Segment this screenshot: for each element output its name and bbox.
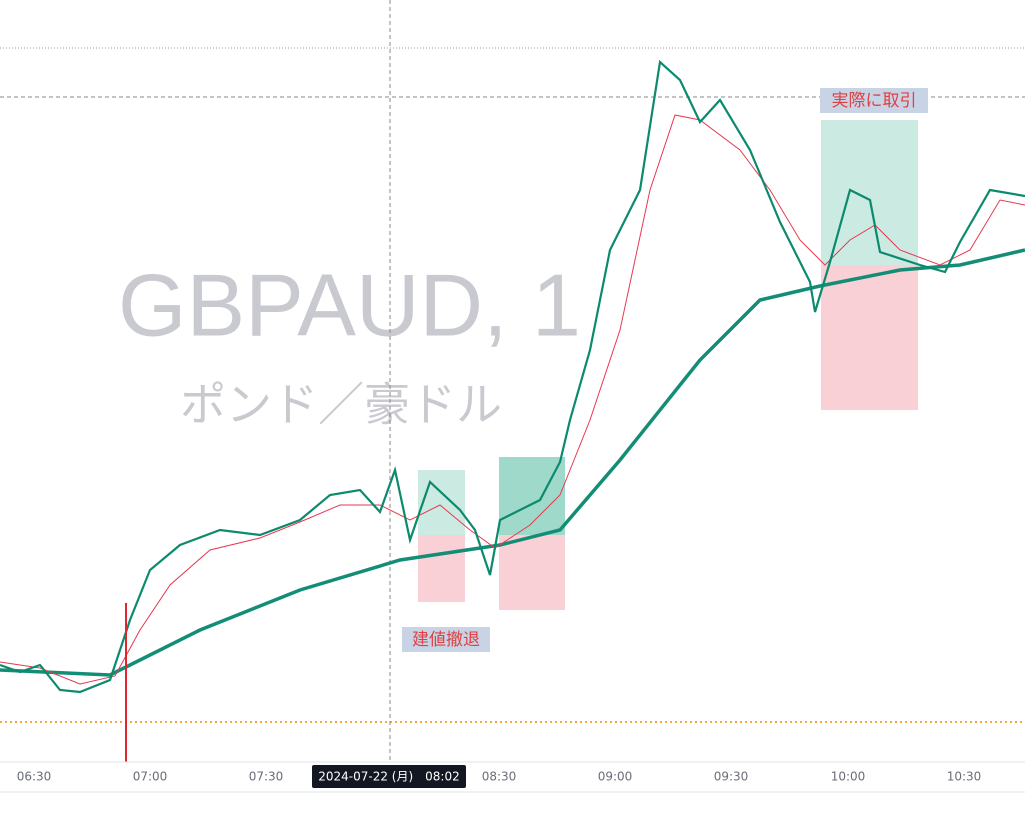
price-line: [0, 59, 1025, 694]
time-label: 09:00: [598, 770, 633, 784]
time-label: 10:30: [947, 770, 982, 784]
time-label: 08:30: [482, 770, 517, 784]
time-label: 10:00: [831, 770, 866, 784]
ma-line: [0, 114, 1025, 685]
loss-zone: [418, 535, 465, 602]
time-label: 06:30: [17, 770, 52, 784]
crosshair-label-box: [312, 765, 466, 788]
time-axis: 06:30 07:00 07:30 08:30 09:00 09:30 10:00 10:30: [17, 770, 982, 784]
profit-zone: [499, 457, 565, 535]
time-label: 09:30: [714, 770, 749, 784]
annotation-box: [820, 88, 928, 113]
annotation-label: 実際に取引: [832, 91, 917, 111]
time-label: 07:00: [133, 770, 168, 784]
watermark-description: ポンド／豪ドル: [180, 378, 502, 432]
loss-zone: [821, 265, 918, 410]
loss-zone: [499, 535, 565, 610]
time-label: 07:30: [249, 770, 284, 784]
annotation-box: [402, 627, 490, 652]
profit-zone: [418, 470, 465, 535]
profit-zone: [821, 120, 918, 265]
ema-line: [0, 248, 1025, 677]
annotation-label: 建値撤退: [412, 630, 480, 650]
watermark-symbol: GBPAUD, 1: [118, 255, 581, 354]
crosshair-time-label: 2024-07-22 (月) 08:02: [318, 770, 460, 784]
